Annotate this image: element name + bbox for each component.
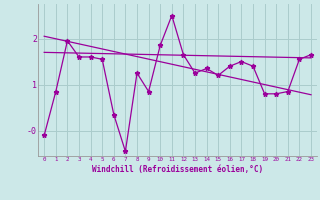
X-axis label: Windchill (Refroidissement éolien,°C): Windchill (Refroidissement éolien,°C) (92, 165, 263, 174)
